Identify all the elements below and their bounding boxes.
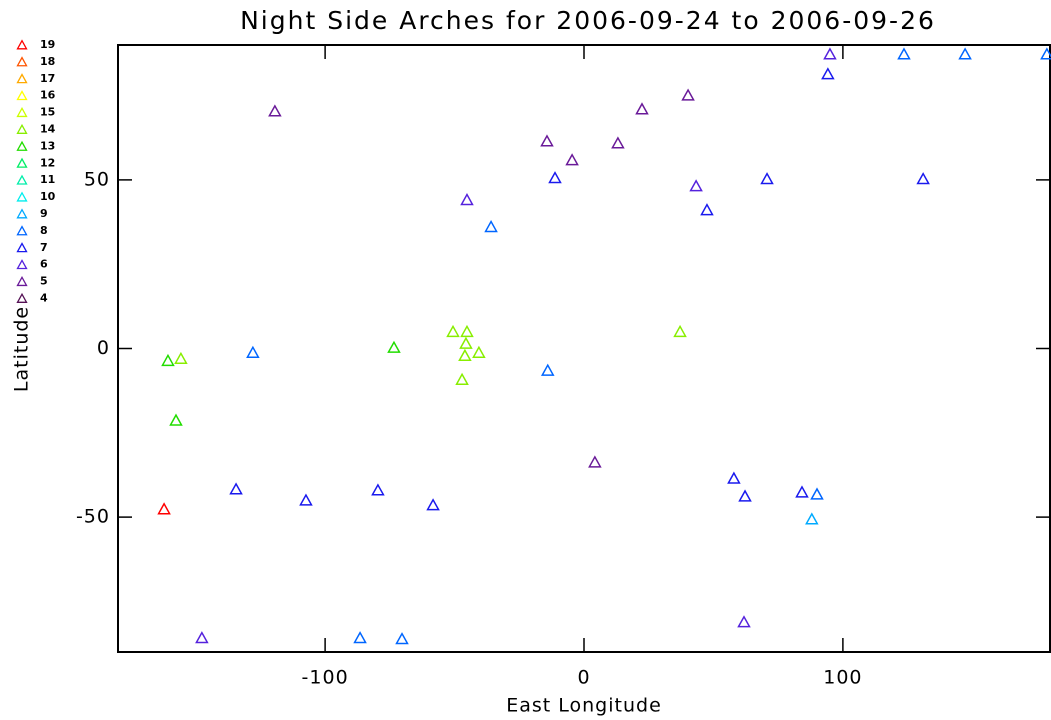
point bbox=[737, 615, 751, 628]
legend-marker bbox=[16, 90, 28, 101]
point bbox=[916, 172, 930, 185]
chart-title: Night Side Arches for 2006-09-24 to 2006… bbox=[240, 6, 936, 35]
legend-marker bbox=[16, 191, 28, 202]
point bbox=[246, 345, 260, 358]
point bbox=[681, 88, 695, 101]
point bbox=[395, 632, 409, 645]
legend-label: 4 bbox=[40, 292, 48, 305]
legend-label: 18 bbox=[40, 55, 55, 68]
plot-frame bbox=[117, 44, 1051, 653]
point bbox=[540, 134, 554, 147]
point bbox=[426, 498, 440, 511]
point bbox=[821, 67, 835, 80]
point bbox=[169, 413, 183, 426]
y-axis-label: Latitude bbox=[11, 306, 33, 392]
point bbox=[565, 153, 579, 166]
point bbox=[635, 102, 649, 115]
legend-label: 5 bbox=[40, 275, 48, 288]
y-tick-label: 50 bbox=[84, 168, 110, 190]
point bbox=[805, 512, 819, 525]
point bbox=[823, 47, 837, 60]
x-tick-label: 100 bbox=[823, 667, 862, 689]
legend-marker bbox=[16, 39, 28, 50]
point bbox=[689, 179, 703, 192]
legend-marker bbox=[16, 123, 28, 134]
legend-label: 17 bbox=[40, 72, 55, 85]
legend-label: 10 bbox=[40, 190, 56, 203]
legend-marker bbox=[16, 275, 28, 287]
legend-marker bbox=[16, 242, 28, 253]
point bbox=[299, 493, 313, 506]
x-axis-label: East Longitude bbox=[506, 695, 662, 717]
y-tick-label: -50 bbox=[76, 506, 110, 528]
point bbox=[460, 193, 474, 206]
legend-marker bbox=[16, 292, 28, 303]
point bbox=[268, 104, 282, 117]
point bbox=[548, 171, 562, 184]
legend-label: 9 bbox=[40, 207, 48, 220]
point bbox=[371, 483, 385, 496]
point bbox=[673, 324, 687, 338]
legend-marker bbox=[16, 157, 28, 168]
point bbox=[472, 345, 486, 358]
legend-label: 16 bbox=[40, 89, 56, 102]
point bbox=[727, 471, 741, 484]
legend-marker bbox=[16, 259, 28, 270]
point bbox=[458, 348, 472, 362]
legend-label: 8 bbox=[40, 224, 48, 237]
x-tick-label: -100 bbox=[302, 667, 349, 689]
point bbox=[1040, 47, 1051, 60]
point bbox=[540, 363, 555, 376]
legend-label: 12 bbox=[40, 156, 55, 169]
legend-marker bbox=[16, 56, 28, 67]
point bbox=[174, 351, 188, 365]
point bbox=[958, 47, 972, 60]
legend-marker bbox=[16, 73, 28, 84]
point bbox=[459, 336, 473, 349]
legend-label: 14 bbox=[40, 123, 56, 136]
y-tick-label: 0 bbox=[97, 337, 110, 359]
point bbox=[795, 485, 809, 498]
legend-marker bbox=[16, 106, 28, 118]
legend-label: 19 bbox=[40, 38, 55, 51]
point bbox=[446, 324, 460, 338]
legend-label: 6 bbox=[40, 258, 48, 271]
legend-label: 11 bbox=[40, 173, 55, 186]
legend-label: 7 bbox=[40, 241, 48, 254]
point bbox=[353, 631, 367, 644]
point bbox=[387, 340, 401, 353]
point bbox=[161, 353, 175, 367]
legend-marker bbox=[16, 140, 28, 151]
point bbox=[611, 136, 625, 149]
legend-label: 15 bbox=[40, 106, 55, 119]
x-tick-label: 0 bbox=[577, 667, 590, 689]
point bbox=[229, 482, 243, 495]
legend-marker bbox=[16, 225, 28, 236]
point bbox=[455, 372, 469, 385]
point bbox=[588, 455, 602, 468]
point bbox=[738, 489, 752, 502]
point bbox=[700, 203, 714, 216]
legend-label: 13 bbox=[40, 139, 55, 152]
point bbox=[195, 631, 209, 644]
legend-marker bbox=[16, 208, 28, 219]
legend-marker bbox=[16, 174, 28, 185]
point bbox=[484, 219, 498, 233]
point bbox=[157, 502, 171, 515]
point bbox=[810, 487, 824, 500]
point bbox=[897, 47, 911, 60]
point bbox=[760, 172, 774, 185]
point bbox=[460, 324, 474, 338]
